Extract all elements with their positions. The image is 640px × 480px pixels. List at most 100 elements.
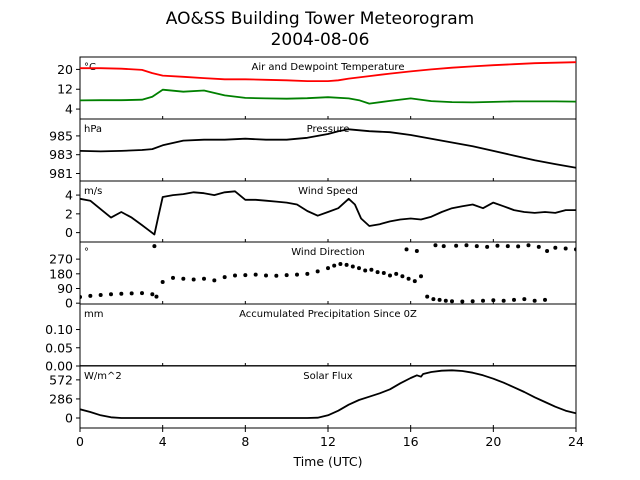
data-point — [326, 266, 330, 271]
x-axis-label: Time (UTC) — [292, 454, 362, 469]
panel-unit: m/s — [84, 186, 102, 197]
data-point — [414, 248, 419, 253]
series-line-2 — [80, 88, 576, 105]
panel-6: 0 286 572 W/m^2 Solar Flux — [49, 365, 577, 429]
series-points — [80, 243, 576, 304]
x-tick-label: 0 — [76, 434, 84, 449]
x-tick-label: 8 — [241, 434, 249, 449]
data-point — [425, 294, 430, 299]
x-tick-label: 12 — [320, 434, 336, 449]
data-point — [443, 298, 448, 303]
data-point — [233, 273, 237, 278]
data-point — [88, 293, 93, 298]
data-point — [222, 275, 227, 280]
y-tick-label: 0.00 — [45, 359, 73, 374]
data-point — [129, 291, 134, 296]
chart-subtitle: 2004-08-06 — [271, 30, 370, 50]
data-point — [152, 244, 157, 249]
data-point — [381, 271, 386, 275]
y-tick-label: 0.05 — [45, 340, 73, 355]
data-point — [375, 270, 380, 275]
series-line-1 — [80, 61, 576, 82]
y-tick-label: 0 — [65, 411, 73, 426]
x-tick-label: 16 — [403, 434, 419, 449]
data-point — [212, 278, 217, 283]
data-point — [464, 243, 469, 248]
y-tick-label: 983 — [49, 147, 73, 162]
data-point — [450, 299, 454, 304]
data-point — [441, 244, 446, 249]
data-point — [332, 263, 337, 268]
x-axis: 0 4 8 12 16 20 24 — [76, 428, 584, 449]
panel-unit: mm — [84, 309, 103, 320]
data-point — [171, 275, 175, 280]
data-point — [460, 299, 465, 304]
data-point — [431, 297, 436, 302]
data-point — [412, 279, 417, 284]
data-point — [284, 273, 289, 278]
data-point — [274, 273, 279, 278]
data-point — [350, 264, 355, 269]
data-point — [150, 292, 155, 297]
data-point — [154, 294, 159, 299]
x-tick-label: 4 — [159, 434, 167, 449]
data-point — [181, 276, 186, 281]
y-tick-label: 180 — [49, 266, 73, 281]
data-point — [264, 273, 268, 278]
y-tick-label: 0 — [65, 296, 73, 311]
y-tick-label: 0.10 — [45, 322, 73, 337]
data-point — [363, 268, 368, 273]
chart-title: AO&SS Building Tower Meteorogram — [166, 9, 474, 29]
data-point — [400, 274, 405, 279]
y-tick-label: 90 — [57, 281, 73, 296]
data-point — [253, 272, 258, 277]
data-point — [563, 246, 568, 251]
data-point — [536, 244, 541, 249]
data-point — [526, 243, 531, 248]
data-point — [516, 244, 521, 249]
data-point — [470, 299, 475, 304]
data-point — [344, 262, 349, 267]
data-point — [495, 243, 500, 248]
y-tick-label: 4 — [65, 188, 73, 203]
data-point — [338, 262, 343, 267]
y-tick-label: 270 — [49, 252, 73, 267]
panel-title: Wind Speed — [298, 186, 358, 197]
x-tick-label: 20 — [485, 434, 501, 449]
x-tick-label: 24 — [568, 434, 584, 449]
data-point — [140, 291, 144, 296]
y-tick-label: 0 — [65, 225, 73, 240]
series-line-1 — [80, 128, 576, 169]
data-point — [491, 298, 496, 303]
y-tick-label: 20 — [57, 62, 73, 77]
data-point — [437, 297, 442, 302]
data-point — [553, 245, 558, 250]
data-point — [481, 298, 485, 303]
panel-title: Pressure — [307, 124, 350, 135]
data-point — [191, 277, 196, 282]
data-point — [545, 248, 550, 253]
data-point — [315, 269, 320, 274]
y-tick-label: 981 — [49, 166, 73, 181]
data-point — [295, 272, 299, 277]
data-point — [357, 266, 361, 271]
y-tick-label: 985 — [49, 128, 73, 143]
panel-unit: ° — [84, 247, 89, 258]
panel-title: Accumulated Precipitation Since 0Z — [239, 309, 417, 320]
panel-title: Solar Flux — [303, 371, 353, 382]
y-tick-label: 12 — [57, 82, 73, 97]
data-point — [522, 297, 527, 302]
panel-2: 981 983 985 hPa Pressure — [49, 118, 577, 182]
y-tick-label: 4 — [65, 102, 73, 117]
panel-unit: hPa — [84, 124, 102, 135]
data-point — [119, 291, 124, 296]
y-tick-label: 2 — [65, 206, 73, 221]
data-point — [505, 244, 510, 249]
data-point — [501, 298, 506, 303]
data-point — [98, 293, 103, 298]
data-point — [394, 271, 399, 276]
